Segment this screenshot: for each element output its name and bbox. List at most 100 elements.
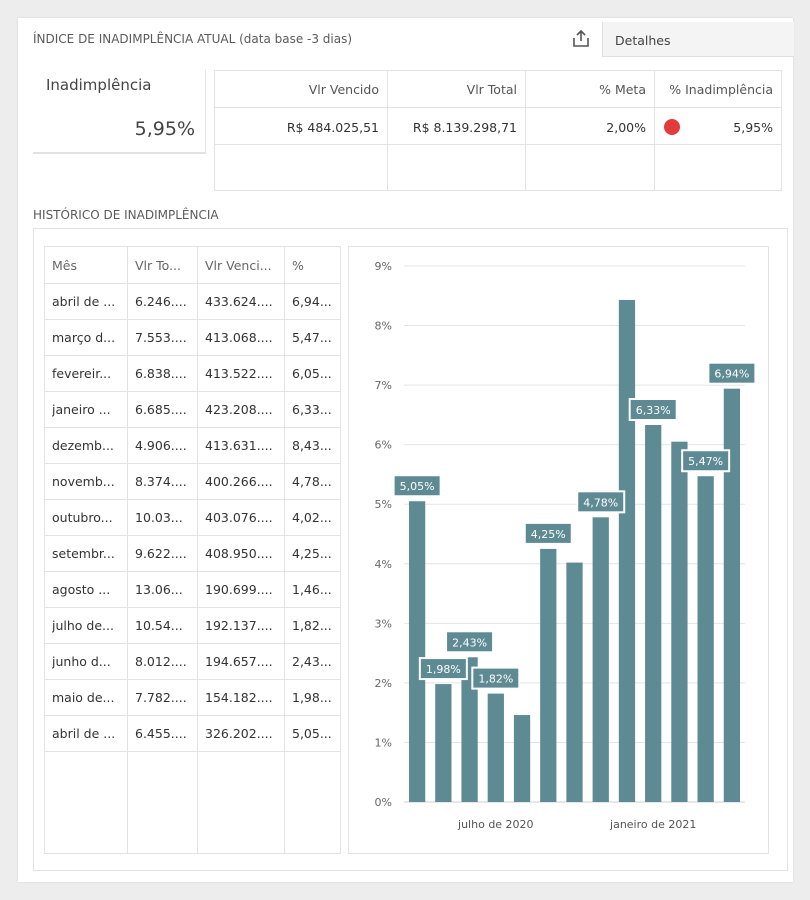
status-dot-icon — [664, 119, 680, 135]
delinquency-panel: ÍNDICE DE INADIMPLÊNCIA ATUAL (data base… — [18, 18, 794, 882]
y-tick-label: 2% — [375, 677, 392, 690]
data-label-box — [681, 449, 731, 473]
table-cell: 5,05... — [292, 726, 332, 741]
table-cell: agosto ... — [52, 582, 111, 597]
table-cell: outubro... — [52, 510, 113, 525]
data-label-box — [471, 666, 521, 690]
kpi-header: % Inadimplência — [669, 82, 773, 97]
table-cell: maio de... — [52, 690, 115, 705]
kpi-col-overdue: Vlr Vencido R$ 484.025,51 — [215, 71, 388, 190]
history-section: Mês abril de ... março d... fevereir... jane… — [33, 228, 788, 871]
table-cell: 10.03... — [135, 510, 183, 525]
table-cell: julho de... — [52, 618, 114, 633]
table-cell: 5,47... — [292, 330, 332, 345]
table-cell: 194.657.... — [205, 654, 273, 669]
table-cell: março d... — [52, 330, 116, 345]
bar-chart: 0% 1% 2% 3% 4% 5% 6% 7% 8% 9% 5,05% 1,98% 2,43% 1,82%… — [375, 260, 757, 831]
bar — [645, 425, 662, 802]
table-col-total: Vlr To... 6.246.... 7.553.... 6.838.... 6.68… — [128, 247, 198, 853]
history-table[interactable]: Mês abril de ... março d... fevereir... jane… — [44, 246, 341, 854]
y-tick-label: 1% — [375, 736, 392, 749]
data-label: 5,47% — [688, 455, 723, 468]
table-header[interactable]: % — [292, 258, 304, 273]
table-cell: 13.06... — [135, 582, 183, 597]
table-cell: 403.076.... — [205, 510, 273, 525]
table-col-percent: % 6,94... 5,47... 6,05... 6,33... 8,43... 4,78… — [285, 247, 340, 853]
row-divider — [45, 607, 340, 608]
kpi-value: 5,95% — [733, 120, 773, 135]
table-header[interactable]: Vlr Venci... — [205, 258, 272, 273]
row-divider — [45, 499, 340, 500]
data-label-box — [418, 657, 468, 681]
y-tick-label: 9% — [375, 260, 392, 273]
kpi-value: R$ 484.025,51 — [286, 120, 379, 135]
x-tick-label: janeiro de 2021 — [609, 818, 696, 831]
table-cell: 8,43... — [292, 438, 332, 453]
bar — [671, 441, 688, 802]
kpi-value: 2,00% — [606, 120, 646, 135]
table-cell: janeiro ... — [52, 402, 111, 417]
table-header[interactable]: Mês — [52, 258, 77, 273]
details-label: Detalhes — [615, 33, 671, 48]
kpi-header: Vlr Vencido — [308, 82, 379, 97]
table-cell: 1,82... — [292, 618, 332, 633]
data-label: 1,82% — [478, 673, 513, 686]
row-divider — [45, 283, 340, 284]
y-tick-label: 8% — [375, 320, 392, 333]
table-cell: 413.631.... — [205, 438, 273, 453]
bar — [487, 693, 504, 802]
kpi-col-total: Vlr Total R$ 8.139.298,71 — [388, 71, 526, 190]
row-divider — [45, 391, 340, 392]
table-cell: 6.838.... — [135, 366, 187, 381]
table-cell: 6,94... — [292, 294, 332, 309]
table-cell: 433.624.... — [205, 294, 273, 309]
table-cell: 6,05... — [292, 366, 332, 381]
y-tick-label: 7% — [375, 379, 392, 392]
data-label: 1,98% — [426, 663, 461, 676]
kpi-col-delinquency: % Inadimplência 5,95% — [655, 71, 781, 190]
panel-title: ÍNDICE DE INADIMPLÊNCIA ATUAL (data base… — [33, 32, 353, 46]
row-divider — [45, 751, 340, 752]
table-cell: 190.699.... — [205, 582, 273, 597]
bar — [461, 657, 478, 802]
y-tick-label: 4% — [375, 558, 392, 571]
table-header[interactable]: Vlr To... — [135, 258, 181, 273]
table-cell: 326.202.... — [205, 726, 273, 741]
bar — [566, 562, 583, 802]
share-icon[interactable] — [569, 27, 593, 51]
row-divider — [45, 355, 340, 356]
bar — [408, 501, 426, 802]
table-cell: 192.137.... — [205, 618, 273, 633]
row-divider — [45, 679, 340, 680]
table-cell: abril de ... — [52, 726, 116, 741]
data-label: 2,43% — [452, 636, 487, 649]
table-cell: 4,02... — [292, 510, 332, 525]
data-label-box — [707, 361, 757, 385]
table-cell: 7.782.... — [135, 690, 187, 705]
x-tick-label: julho de 2020 — [457, 818, 534, 831]
data-label-box — [628, 398, 678, 422]
card-label: Inadimplência — [46, 76, 152, 94]
table-cell: 413.068.... — [205, 330, 273, 345]
table-cell: novemb... — [52, 474, 115, 489]
history-title: HISTÓRICO DE INADIMPLÊNCIA — [33, 208, 219, 222]
table-cell: 413.522.... — [205, 366, 273, 381]
data-label-box — [523, 521, 573, 545]
table-cell: 8.374.... — [135, 474, 187, 489]
delinquency-card: Inadimplência 5,95% — [33, 70, 206, 154]
y-tick-label: 6% — [375, 439, 392, 452]
details-tab[interactable]: Detalhes — [602, 22, 794, 57]
y-tick-label: 5% — [375, 498, 392, 511]
table-col-overdue: Vlr Venci... 433.624.... 413.068.... 413.52… — [198, 247, 285, 853]
history-chart: 0% 1% 2% 3% 4% 5% 6% 7% 8% 9% 5,05% 1,98% 2,43% 1,82%… — [348, 246, 769, 854]
table-cell: 6.685.... — [135, 402, 187, 417]
y-tick-label: 0% — [375, 796, 392, 809]
table-cell: setembr... — [52, 546, 115, 561]
table-cell: dezemb... — [52, 438, 114, 453]
table-cell: 4.906.... — [135, 438, 187, 453]
kpi-table: Vlr Vencido R$ 484.025,51 Vlr Total R$ 8… — [214, 70, 782, 191]
data-label: 5,05% — [400, 480, 435, 493]
table-cell: 6,33... — [292, 402, 332, 417]
table-cell: 4,25... — [292, 546, 332, 561]
row-divider — [45, 463, 340, 464]
